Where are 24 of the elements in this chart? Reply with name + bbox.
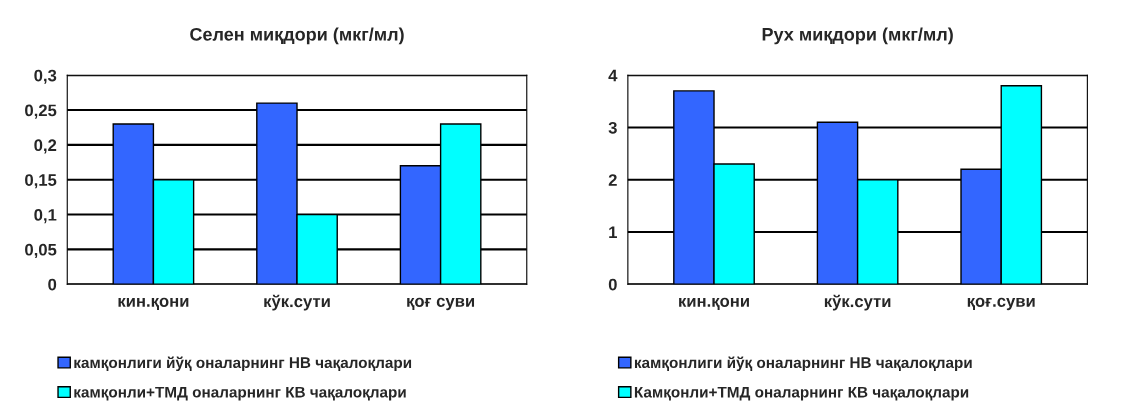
x-tick-label: кўк.сути	[824, 294, 891, 311]
y-tick-label: 3	[608, 121, 617, 134]
y-tick-label: 0,1	[34, 208, 57, 224]
y-tick-label: 0	[608, 278, 617, 291]
legend-label: камқонлиги йўқ оналарнинг НВ чақалоқлари	[634, 356, 972, 372]
y-tick-label: 1	[609, 226, 617, 239]
x-tick-label: кин.қони	[679, 297, 749, 311]
chart-title: Селен миқдори (мкг/мл)	[190, 27, 404, 45]
y-tick-label: 0,3	[34, 69, 57, 84]
y-tick-label: 4	[608, 69, 618, 82]
x-tick-label: қоғ суви	[407, 297, 475, 311]
x-tick-label: қоғ.суви	[967, 297, 1035, 311]
y-tick-label: 0,2	[34, 139, 57, 154]
y-tick-label: 0,25	[25, 104, 57, 119]
x-tick-label: кўк.сути	[264, 294, 330, 311]
x-tick-label: кин.қони	[118, 297, 189, 311]
chart-title: Рух миқдори (мкг/мл)	[762, 27, 953, 45]
y-tick-label: 2	[608, 174, 617, 186]
legend-label: камқонли+ТМД оналарнинг КВ чақалоқлари	[74, 386, 406, 401]
y-tick-label: 0	[48, 278, 57, 291]
y-tick-label: 0,05	[25, 243, 57, 259]
legend-label: камқонлиги йўқ оналарнинг НВ чақалоқлари	[74, 356, 412, 372]
legend-label: Камқонли+ТМД оналарнинг КВ чақалоқлари	[634, 386, 969, 401]
y-tick-label: 0,15	[25, 174, 57, 189]
